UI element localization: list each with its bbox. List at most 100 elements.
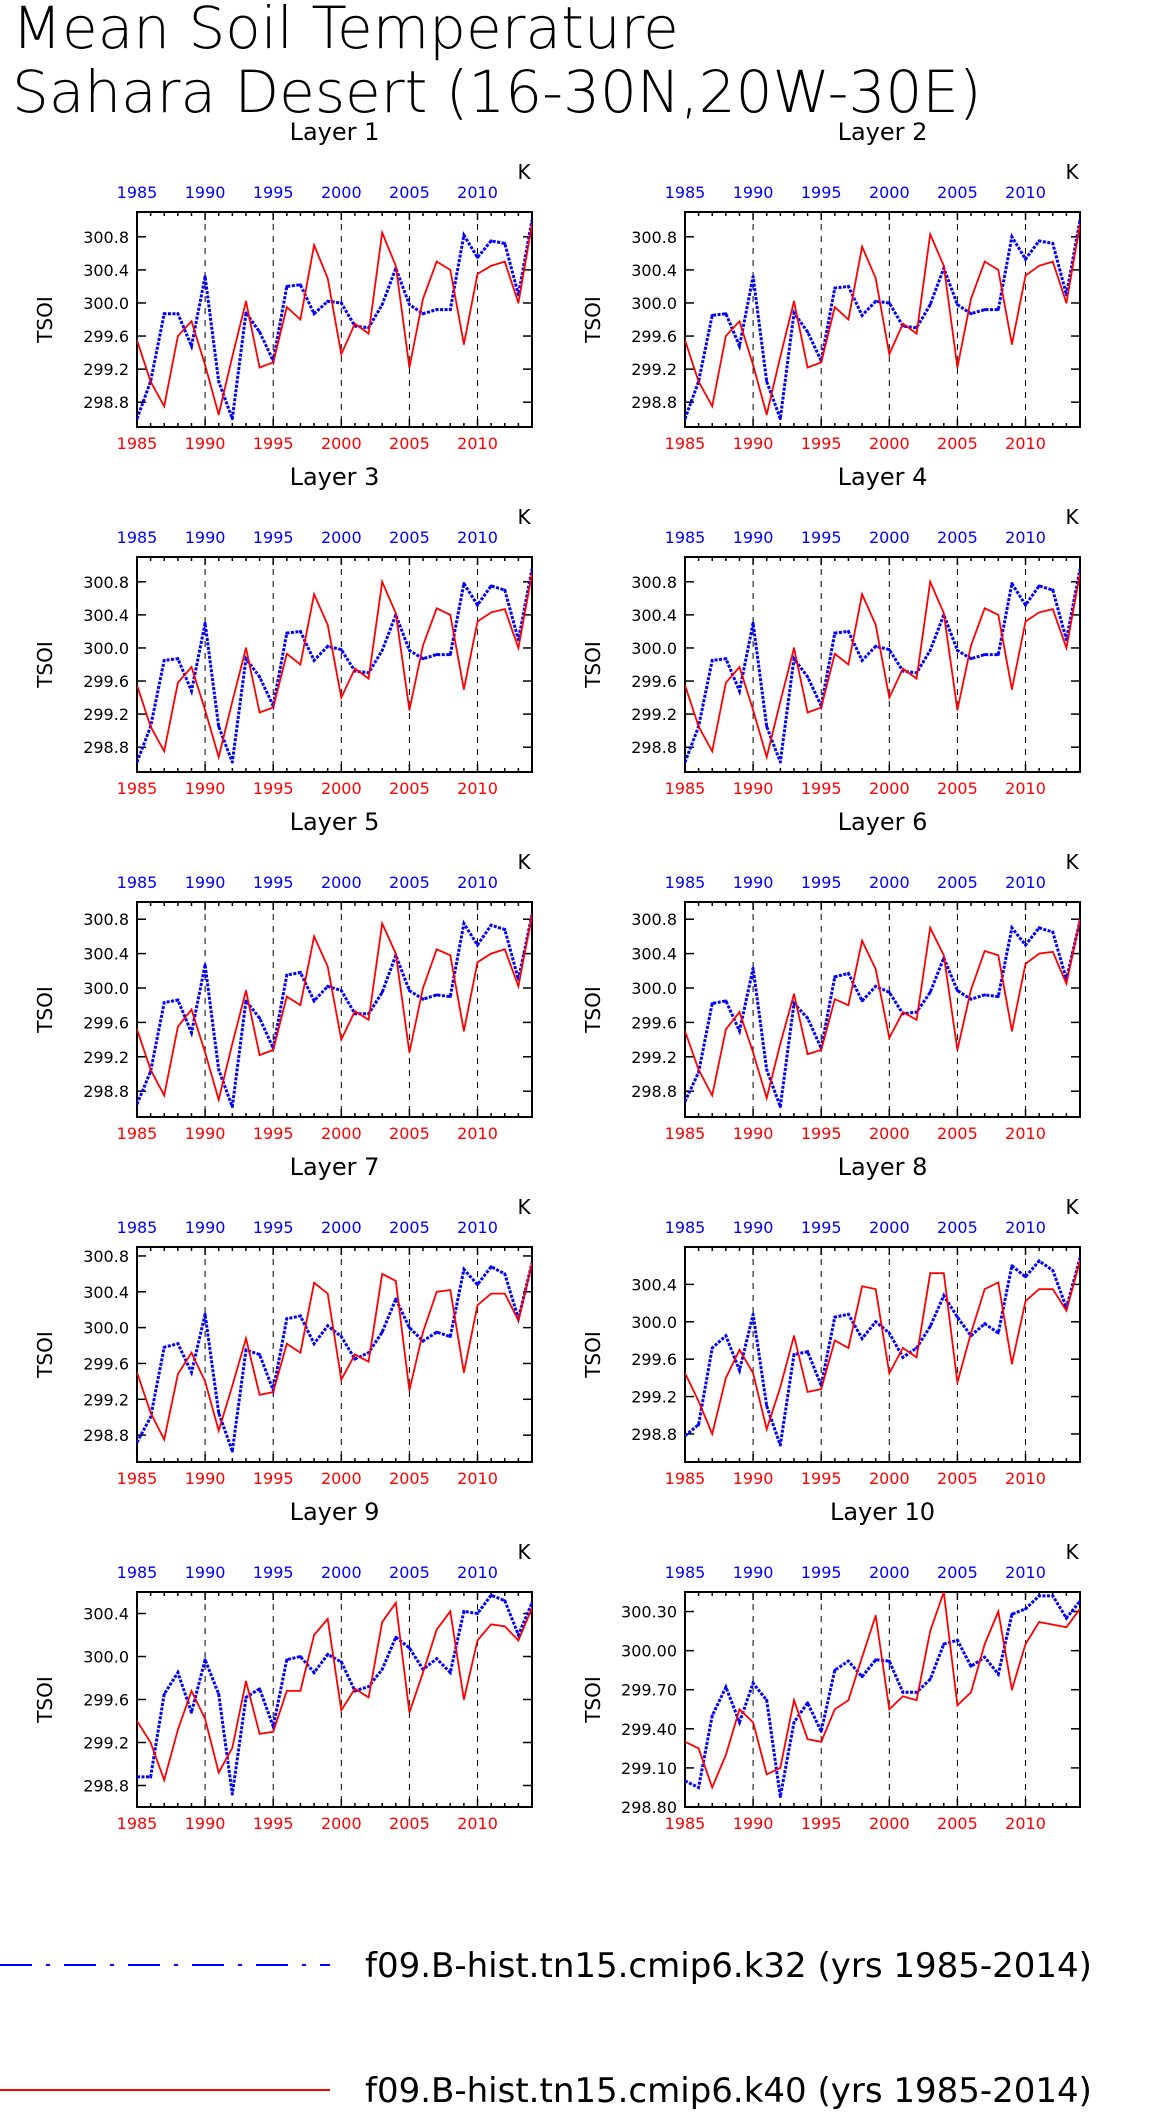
x-tick-label-top: 2000 xyxy=(321,1218,362,1237)
data-point-k40 xyxy=(888,1708,891,1711)
x-tick-label-top: 2005 xyxy=(389,873,430,892)
data-point-k32 xyxy=(244,1348,248,1352)
data-point-k40 xyxy=(231,1385,234,1387)
data-point-k40 xyxy=(1024,1300,1027,1303)
data-point-k32 xyxy=(162,1345,166,1349)
data-point-k40 xyxy=(902,322,904,325)
data-point-k32 xyxy=(137,1775,139,1779)
y-tick-label: 300.4 xyxy=(631,606,677,625)
data-point-k32 xyxy=(874,299,878,303)
data-point-k40 xyxy=(1065,647,1068,649)
data-point-k32 xyxy=(1010,926,1014,930)
series-line-k40 xyxy=(137,1262,532,1443)
data-point-k32 xyxy=(503,928,507,931)
x-tick-label-top: 2000 xyxy=(869,873,910,892)
y-tick-label: 300.4 xyxy=(631,261,677,280)
data-point-k32 xyxy=(448,653,452,656)
x-tick-label-bottom: 2010 xyxy=(457,1814,498,1833)
y-tick-label: 300.8 xyxy=(83,228,129,247)
data-point-k40 xyxy=(997,954,1000,957)
data-point-k32 xyxy=(326,299,330,303)
unit-label: K xyxy=(1065,505,1079,529)
data-point-k40 xyxy=(1079,1608,1080,1610)
data-point-k32 xyxy=(312,658,316,662)
data-point-k32 xyxy=(476,1612,479,1615)
data-point-k32 xyxy=(751,275,755,278)
data-point-k40 xyxy=(149,1068,152,1071)
data-point-k40 xyxy=(149,1411,152,1414)
y-tick-label: 300.4 xyxy=(83,606,129,625)
data-point-k40 xyxy=(490,1623,492,1626)
data-point-k32 xyxy=(299,1655,302,1658)
data-point-k40 xyxy=(725,1377,727,1379)
data-point-k32 xyxy=(685,1100,687,1103)
x-tick-label-bottom: 2000 xyxy=(321,1814,362,1833)
y-tick-label: 298.8 xyxy=(83,1426,129,1445)
data-point-k40 xyxy=(738,320,741,322)
data-point-k32 xyxy=(969,657,973,661)
data-point-k40 xyxy=(738,1349,741,1351)
data-point-k40 xyxy=(394,1280,397,1282)
data-point-k32 xyxy=(448,1335,452,1338)
data-point-k40 xyxy=(435,1628,438,1631)
data-point-k32 xyxy=(435,1330,439,1334)
data-point-k40 xyxy=(490,611,492,614)
data-point-k32 xyxy=(1024,1275,1027,1279)
x-tick-label-bottom: 2005 xyxy=(937,434,978,453)
data-point-k40 xyxy=(299,663,302,666)
data-point-k40 xyxy=(970,1691,972,1694)
data-point-k32 xyxy=(956,989,959,992)
data-point-k32 xyxy=(258,1353,261,1356)
y-tick-label: 300.0 xyxy=(83,294,129,313)
data-point-k32 xyxy=(137,417,139,421)
y-tick-label: 300.0 xyxy=(631,639,677,658)
data-point-k40 xyxy=(1065,1309,1068,1312)
y-tick-label: 299.6 xyxy=(631,1350,677,1369)
data-point-k40 xyxy=(685,684,686,686)
data-point-k32 xyxy=(738,1368,741,1372)
data-point-k40 xyxy=(806,1738,809,1741)
data-point-k40 xyxy=(861,1656,863,1658)
data-point-k40 xyxy=(861,593,863,596)
series-line-k40 xyxy=(137,1600,532,1784)
panel-layer-7: Layer 7 K TSOI 1985 1985 1990 1990 1995 1995 2000… xyxy=(33,1153,533,1488)
panel-title: Layer 8 xyxy=(838,1153,928,1181)
x-tick-label-top: 1985 xyxy=(665,528,706,547)
data-point-k32 xyxy=(176,1342,180,1346)
data-point-k40 xyxy=(697,1400,700,1403)
data-point-k32 xyxy=(685,760,687,764)
data-point-k32 xyxy=(162,312,166,316)
x-tick-label-bottom: 2010 xyxy=(1005,1469,1046,1488)
y-tick-label: 300.0 xyxy=(83,979,129,998)
data-point-k32 xyxy=(697,1786,701,1789)
data-point-k32 xyxy=(285,1317,289,1321)
data-point-k40 xyxy=(738,1011,741,1013)
data-point-k40 xyxy=(490,952,492,955)
x-tick-label-top: 2005 xyxy=(937,183,978,202)
data-point-k32 xyxy=(244,999,248,1003)
y-axis-label: TSOI xyxy=(33,986,57,1034)
data-point-k40 xyxy=(970,1332,972,1334)
y-axis-label: TSOI xyxy=(33,1676,57,1724)
data-point-k40 xyxy=(888,1037,891,1039)
data-point-k32 xyxy=(137,760,139,764)
data-point-k32 xyxy=(380,649,384,652)
series-line-k40 xyxy=(685,573,1080,761)
data-point-k40 xyxy=(942,612,945,615)
panel-layer-5: Layer 5 K TSOI 1985 1985 1990 1990 1995 1995 2000… xyxy=(33,808,533,1143)
data-point-k32 xyxy=(1024,257,1027,261)
unit-label: K xyxy=(1065,850,1079,874)
data-point-k40 xyxy=(367,1360,370,1363)
data-point-k32 xyxy=(190,1371,193,1374)
data-point-k32 xyxy=(462,922,466,925)
data-point-k32 xyxy=(299,630,302,633)
y-tick-label: 299.6 xyxy=(83,1354,129,1373)
data-point-k40 xyxy=(190,1690,193,1692)
x-tick-label-bottom: 2005 xyxy=(389,1124,430,1143)
data-point-k32 xyxy=(476,603,479,607)
x-tick-label-top: 1995 xyxy=(801,873,842,892)
data-point-k32 xyxy=(476,943,479,947)
data-point-k32 xyxy=(448,308,452,311)
data-point-k40 xyxy=(326,1292,329,1295)
y-tick-label: 300.4 xyxy=(631,1275,677,1294)
